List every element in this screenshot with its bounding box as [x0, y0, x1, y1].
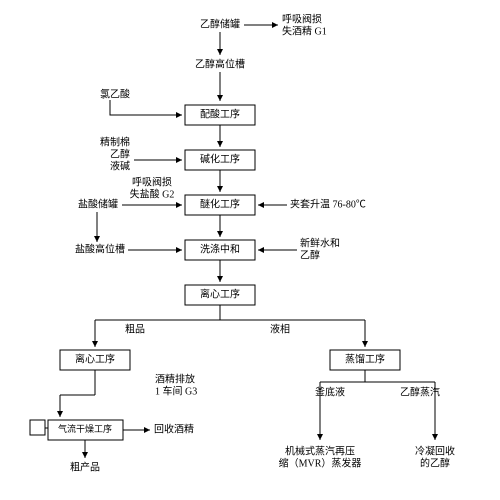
label-hcl-high: 盐酸高位槽 — [75, 242, 125, 255]
box-small-left — [30, 420, 45, 435]
label-liquid-phase: 液相 — [270, 322, 290, 335]
label-discharge-l2: 1 车间 G3 — [155, 384, 197, 397]
label-jacket-temp: 夹套升温 76-80℃ — [290, 197, 366, 210]
label-cotton-l1: 精制棉 — [100, 135, 130, 148]
label-fresh-l2: 乙醇 — [300, 248, 320, 261]
label-ethanol-tank: 乙醇储罐 — [200, 17, 240, 30]
label-crude-product: 粗产品 — [70, 460, 100, 473]
label-breath-g2-l2: 失盐酸 G2 — [130, 187, 175, 200]
label-condense-l2: 的乙醇 — [420, 456, 450, 469]
text-centrifuge: 离心工序 — [200, 287, 240, 300]
label-mvr-l1: 机械式蒸汽再压 — [285, 444, 355, 457]
text-acid-proc: 配酸工序 — [200, 107, 240, 120]
label-ethanol-high: 乙醇高位槽 — [195, 57, 245, 70]
text-etherify: 醚化工序 — [200, 197, 240, 210]
label-cotton-l2: 乙醇 — [110, 147, 130, 160]
label-breath-g1-l2: 失酒精 G1 — [282, 24, 327, 37]
label-fresh-l1: 新鲜水和 — [300, 236, 340, 249]
text-centrifuge2: 离心工序 — [75, 352, 115, 365]
text-distill: 蒸馏工序 — [345, 352, 385, 365]
label-recover-alcohol: 回收酒精 — [154, 422, 194, 435]
text-airflow: 气流干燥工序 — [58, 423, 112, 434]
label-ethanol-vapor: 乙醇蒸汽 — [400, 385, 440, 398]
text-alkalize: 碱化工序 — [200, 152, 240, 165]
label-breath-g1-l1: 呼吸阀损 — [282, 12, 322, 25]
label-condense-l1: 冷凝回收 — [415, 444, 455, 457]
label-breath-g2-l1: 呼吸阀损 — [132, 175, 172, 188]
label-hcl-tank: 盐酸储罐 — [78, 197, 118, 210]
label-crude: 粗品 — [125, 323, 145, 335]
label-mvr-l2: 缩（MVR）蒸发器 — [279, 456, 362, 469]
label-discharge-l1: 酒精排放 — [155, 372, 195, 385]
arrow-chloro-to-acid — [110, 100, 182, 115]
label-cotton-l3: 液碱 — [110, 159, 130, 172]
text-wash: 洗涤中和 — [200, 242, 240, 255]
process-flowchart: 乙醇储罐 呼吸阀损 失酒精 G1 乙醇高位槽 氯乙酸 配酸工序 精制棉 乙醇 液… — [0, 0, 500, 500]
label-chloroacetic: 氯乙酸 — [100, 87, 130, 100]
